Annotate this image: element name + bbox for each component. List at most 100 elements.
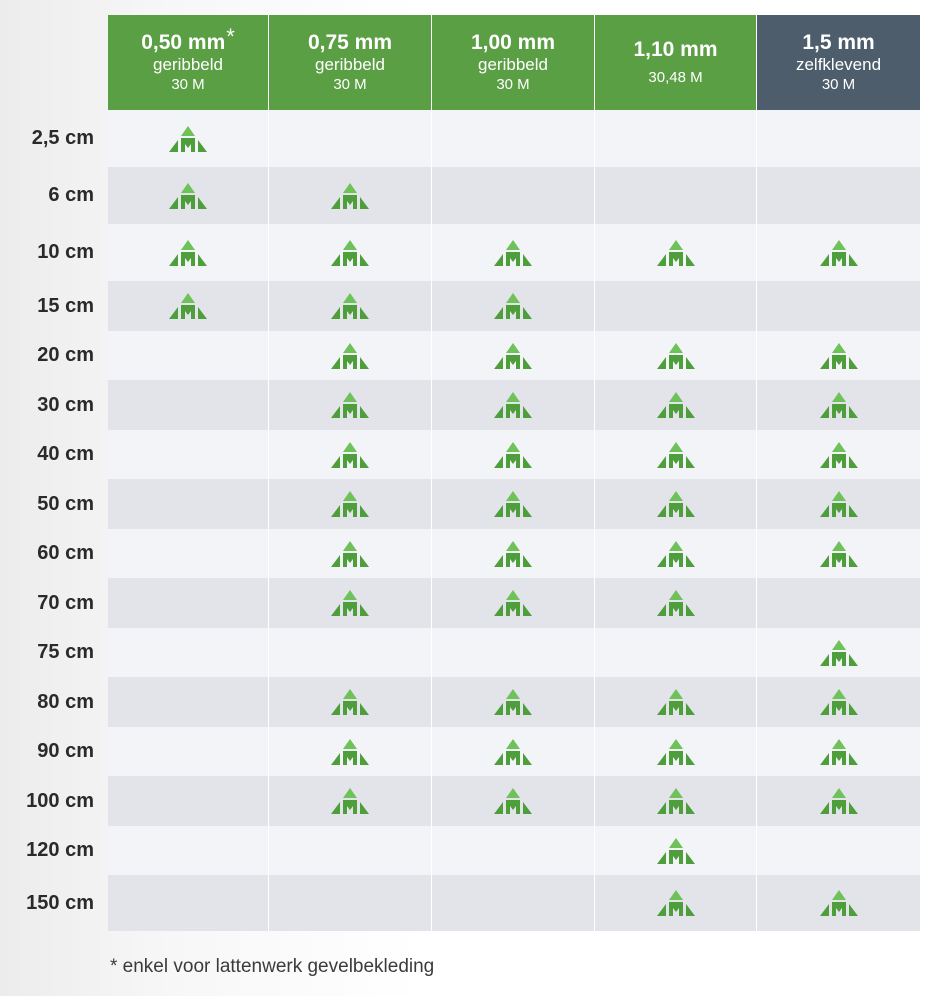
green-mountain-logo-icon	[818, 490, 860, 518]
availability-cell	[108, 479, 268, 529]
availability-cell	[268, 110, 431, 167]
availability-cell	[594, 776, 756, 826]
green-mountain-logo-icon	[818, 342, 860, 370]
availability-cell	[431, 776, 594, 826]
green-mountain-logo-icon	[329, 182, 371, 210]
availability-cell	[108, 224, 268, 281]
availability-cell	[431, 167, 594, 224]
table-row: 20 cm	[0, 331, 920, 380]
availability-cell	[431, 529, 594, 578]
green-mountain-logo-icon	[329, 738, 371, 766]
availability-cell	[594, 430, 756, 479]
availability-cell	[108, 776, 268, 826]
row-width-label: 150 cm	[26, 891, 94, 914]
column-type: geribbeld	[315, 54, 385, 74]
green-mountain-logo-icon	[818, 639, 860, 667]
column-thickness-value: 1,00 mm	[470, 30, 556, 54]
green-mountain-logo-icon	[329, 391, 371, 419]
availability-cell	[431, 826, 594, 875]
row-width-label: 50 cm	[37, 492, 94, 515]
row-width-label: 60 cm	[37, 542, 94, 564]
row-width-label: 90 cm	[37, 740, 94, 762]
availability-cell	[594, 479, 756, 529]
green-mountain-logo-icon	[655, 738, 697, 766]
availability-cell	[268, 281, 431, 331]
green-mountain-logo-icon	[492, 787, 534, 815]
column-thickness-value: 0,75 mm	[307, 30, 393, 54]
availability-cell	[108, 380, 268, 430]
table-row: 150 cm	[0, 875, 920, 931]
table-row: 70 cm	[0, 578, 920, 628]
availability-cell	[431, 224, 594, 281]
availability-cell	[268, 875, 431, 931]
availability-cell	[268, 578, 431, 628]
availability-cell	[756, 479, 920, 529]
column-thickness-value: 1,10 mm	[633, 37, 718, 61]
availability-cell	[108, 167, 268, 224]
table-row: 2,5 cm	[0, 110, 920, 167]
availability-cell	[268, 430, 431, 479]
availability-cell	[594, 224, 756, 281]
column-thickness-value: 0,50 mm	[141, 30, 226, 54]
row-width-label: 70 cm	[37, 591, 94, 614]
availability-cell	[594, 281, 756, 331]
table-row: 50 cm	[0, 479, 920, 529]
availability-cell	[108, 281, 268, 331]
green-mountain-logo-icon	[167, 125, 209, 153]
row-width-label: 6 cm	[48, 184, 94, 206]
availability-cell	[108, 826, 268, 875]
column-thickness: 1,5 mm	[802, 31, 874, 55]
availability-cell	[756, 875, 920, 931]
availability-cell	[594, 875, 756, 931]
green-mountain-logo-icon	[492, 342, 534, 370]
row-width-label: 30 cm	[37, 393, 94, 416]
availability-cell	[431, 380, 594, 430]
green-mountain-logo-icon	[492, 239, 534, 267]
availability-cell	[594, 826, 756, 875]
green-mountain-logo-icon	[655, 589, 697, 617]
table-row: 30 cm	[0, 380, 920, 430]
availability-cell	[431, 479, 594, 529]
green-mountain-logo-icon	[818, 391, 860, 419]
availability-cell	[756, 727, 920, 776]
availability-cell	[431, 281, 594, 331]
green-mountain-logo-icon	[329, 342, 371, 370]
availability-cell	[431, 430, 594, 479]
availability-cell	[594, 727, 756, 776]
availability-cell	[108, 331, 268, 380]
column-thickness: 1,00 mm	[471, 31, 555, 55]
green-mountain-logo-icon	[492, 391, 534, 419]
availability-cell	[756, 628, 920, 677]
green-mountain-logo-icon	[492, 292, 534, 320]
footnote-marker: *	[226, 23, 235, 49]
column-length: 30 M	[821, 75, 856, 93]
availability-cell	[108, 529, 268, 578]
availability-cell	[268, 167, 431, 224]
availability-cell	[756, 110, 920, 167]
availability-cell	[756, 578, 920, 628]
row-width-label: 40 cm	[37, 443, 94, 465]
column-thickness-value: 1,5 mm	[802, 30, 875, 54]
column-header-3: 1,00 mm geribbeld 30 M	[431, 15, 594, 110]
green-mountain-logo-icon	[818, 239, 860, 267]
availability-cell	[268, 529, 431, 578]
green-mountain-logo-icon	[655, 342, 697, 370]
green-mountain-logo-icon	[492, 589, 534, 617]
green-mountain-logo-icon	[492, 738, 534, 766]
table-row: 15 cm	[0, 281, 920, 331]
green-mountain-logo-icon	[492, 441, 534, 469]
column-length: 30 M	[333, 75, 367, 93]
availability-cell	[594, 110, 756, 167]
availability-cell	[756, 224, 920, 281]
availability-cell	[268, 380, 431, 430]
availability-cell	[431, 110, 594, 167]
row-width-label: 2,5 cm	[31, 127, 94, 149]
column-length: 30 M	[496, 75, 530, 93]
availability-cell	[108, 677, 268, 727]
column-type: zelfklevend	[795, 54, 882, 74]
green-mountain-logo-icon	[655, 490, 697, 518]
column-header-2: 0,75 mm geribbeld 30 M	[268, 15, 431, 110]
column-header-5: 1,5 mm zelfklevend 30 M	[756, 15, 920, 110]
availability-cell	[594, 167, 756, 224]
availability-cell	[268, 776, 431, 826]
